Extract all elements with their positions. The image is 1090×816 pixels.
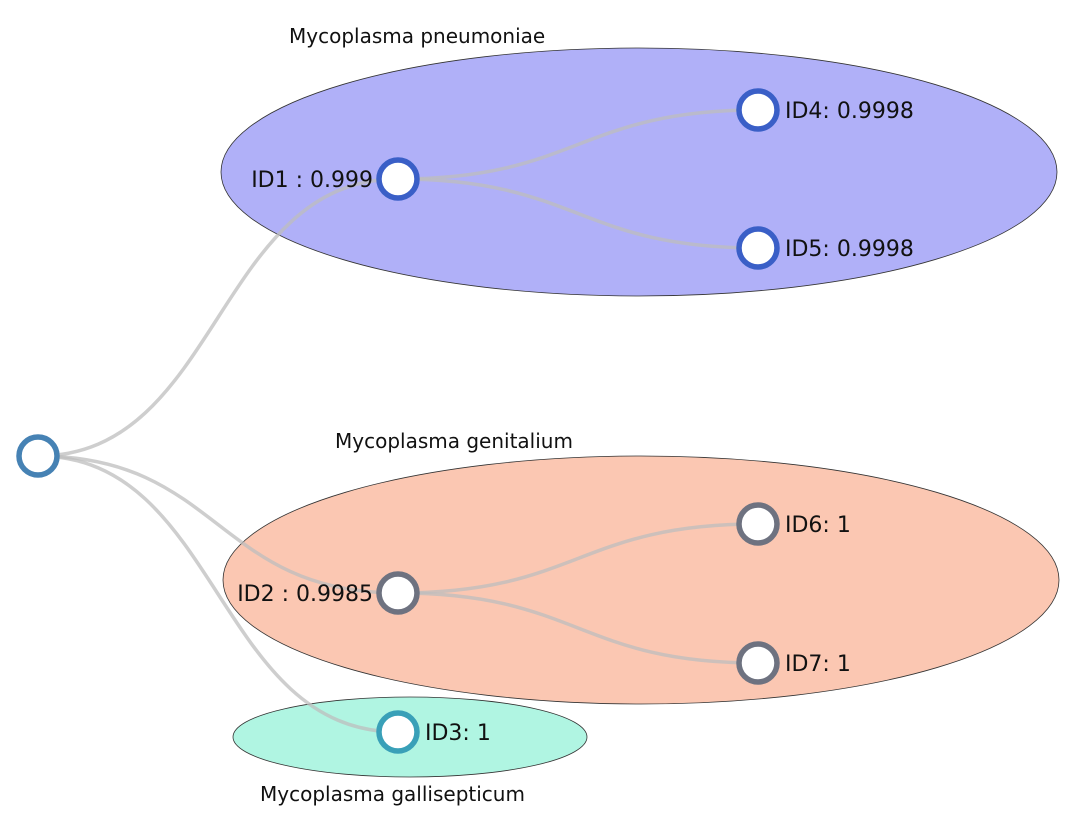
edge-id1-id5	[397, 177, 759, 250]
edge-root-id2	[37, 454, 399, 595]
tree-node-id1[interactable]	[376, 157, 420, 201]
group-label-gallisepticum: Mycoplasma gallisepticum	[260, 782, 525, 806]
group-label-genitalium: Mycoplasma genitalium	[335, 429, 573, 453]
tree-node-id6[interactable]	[736, 502, 780, 546]
tree-node-id3[interactable]	[376, 710, 420, 754]
tree-node-id5[interactable]	[736, 226, 780, 270]
tree-node-id4[interactable]	[736, 88, 780, 132]
node-label-id3: ID3: 1	[425, 721, 491, 746]
node-label-id1: ID1 : 0.999	[251, 168, 373, 193]
tree-node-id7[interactable]	[736, 641, 780, 685]
edge-id2-id6	[397, 522, 759, 595]
group-label-pneumoniae: Mycoplasma pneumoniae	[289, 24, 545, 48]
tree-node-id2[interactable]	[376, 571, 420, 615]
edge-id1-id4	[397, 108, 759, 181]
edge-root-id1	[37, 177, 399, 458]
group-ellipse-pneumoniae	[220, 47, 1058, 297]
group-ellipse-genitalium	[222, 455, 1060, 705]
edge-root-id3	[37, 454, 399, 734]
edge-id2-id7	[397, 591, 759, 665]
node-label-id2: ID2 : 0.9985	[237, 582, 373, 607]
node-label-id6: ID6: 1	[785, 513, 851, 538]
node-label-id5: ID5: 0.9998	[785, 237, 914, 262]
node-label-id4: ID4: 0.9998	[785, 99, 914, 124]
node-label-id7: ID7: 1	[785, 652, 851, 677]
tree-node-root[interactable]	[16, 434, 60, 478]
